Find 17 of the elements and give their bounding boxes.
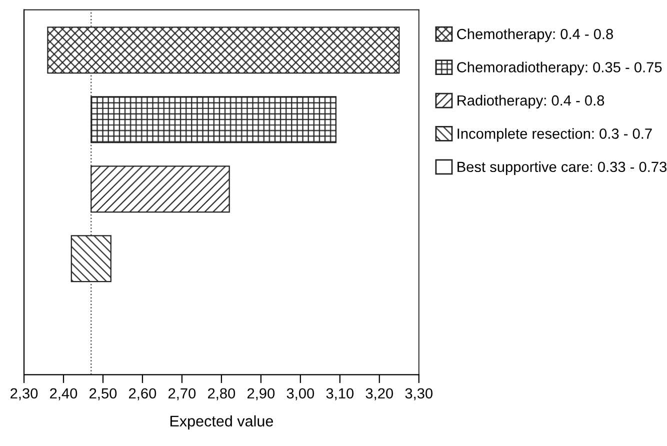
legend-label: Chemotherapy: 0.4 - 0.8 bbox=[457, 28, 613, 42]
x-tick-label: 3,00 bbox=[286, 388, 314, 400]
legend-label: Radiotherapy: 0.4 - 0.8 bbox=[458, 94, 604, 109]
x-tick-label: 2,50 bbox=[90, 388, 117, 400]
x-tick-label: 2,30 bbox=[10, 388, 38, 400]
legend-label: Incomplete resection: 0.3 - 0.7 bbox=[458, 128, 652, 142]
x-tick-label: 3,10 bbox=[326, 388, 354, 400]
x-tick-label: 3,20 bbox=[366, 388, 394, 400]
x-tick-label: 2,40 bbox=[50, 388, 78, 400]
x-tick-label: 2,70 bbox=[168, 388, 196, 400]
x-tick-label: 2,60 bbox=[129, 388, 156, 400]
legend-label: Best supportive care: 0.33 - 0.73 bbox=[458, 161, 666, 175]
x-tick-label: 2,90 bbox=[247, 388, 275, 400]
x-axis-title: Expected value bbox=[170, 415, 273, 430]
x-tick-label: 3,30 bbox=[405, 388, 432, 400]
x-tick-label: 2,80 bbox=[208, 388, 236, 400]
legend-label: Chemoradiotherapy: 0.35 - 0.75 bbox=[457, 62, 662, 76]
